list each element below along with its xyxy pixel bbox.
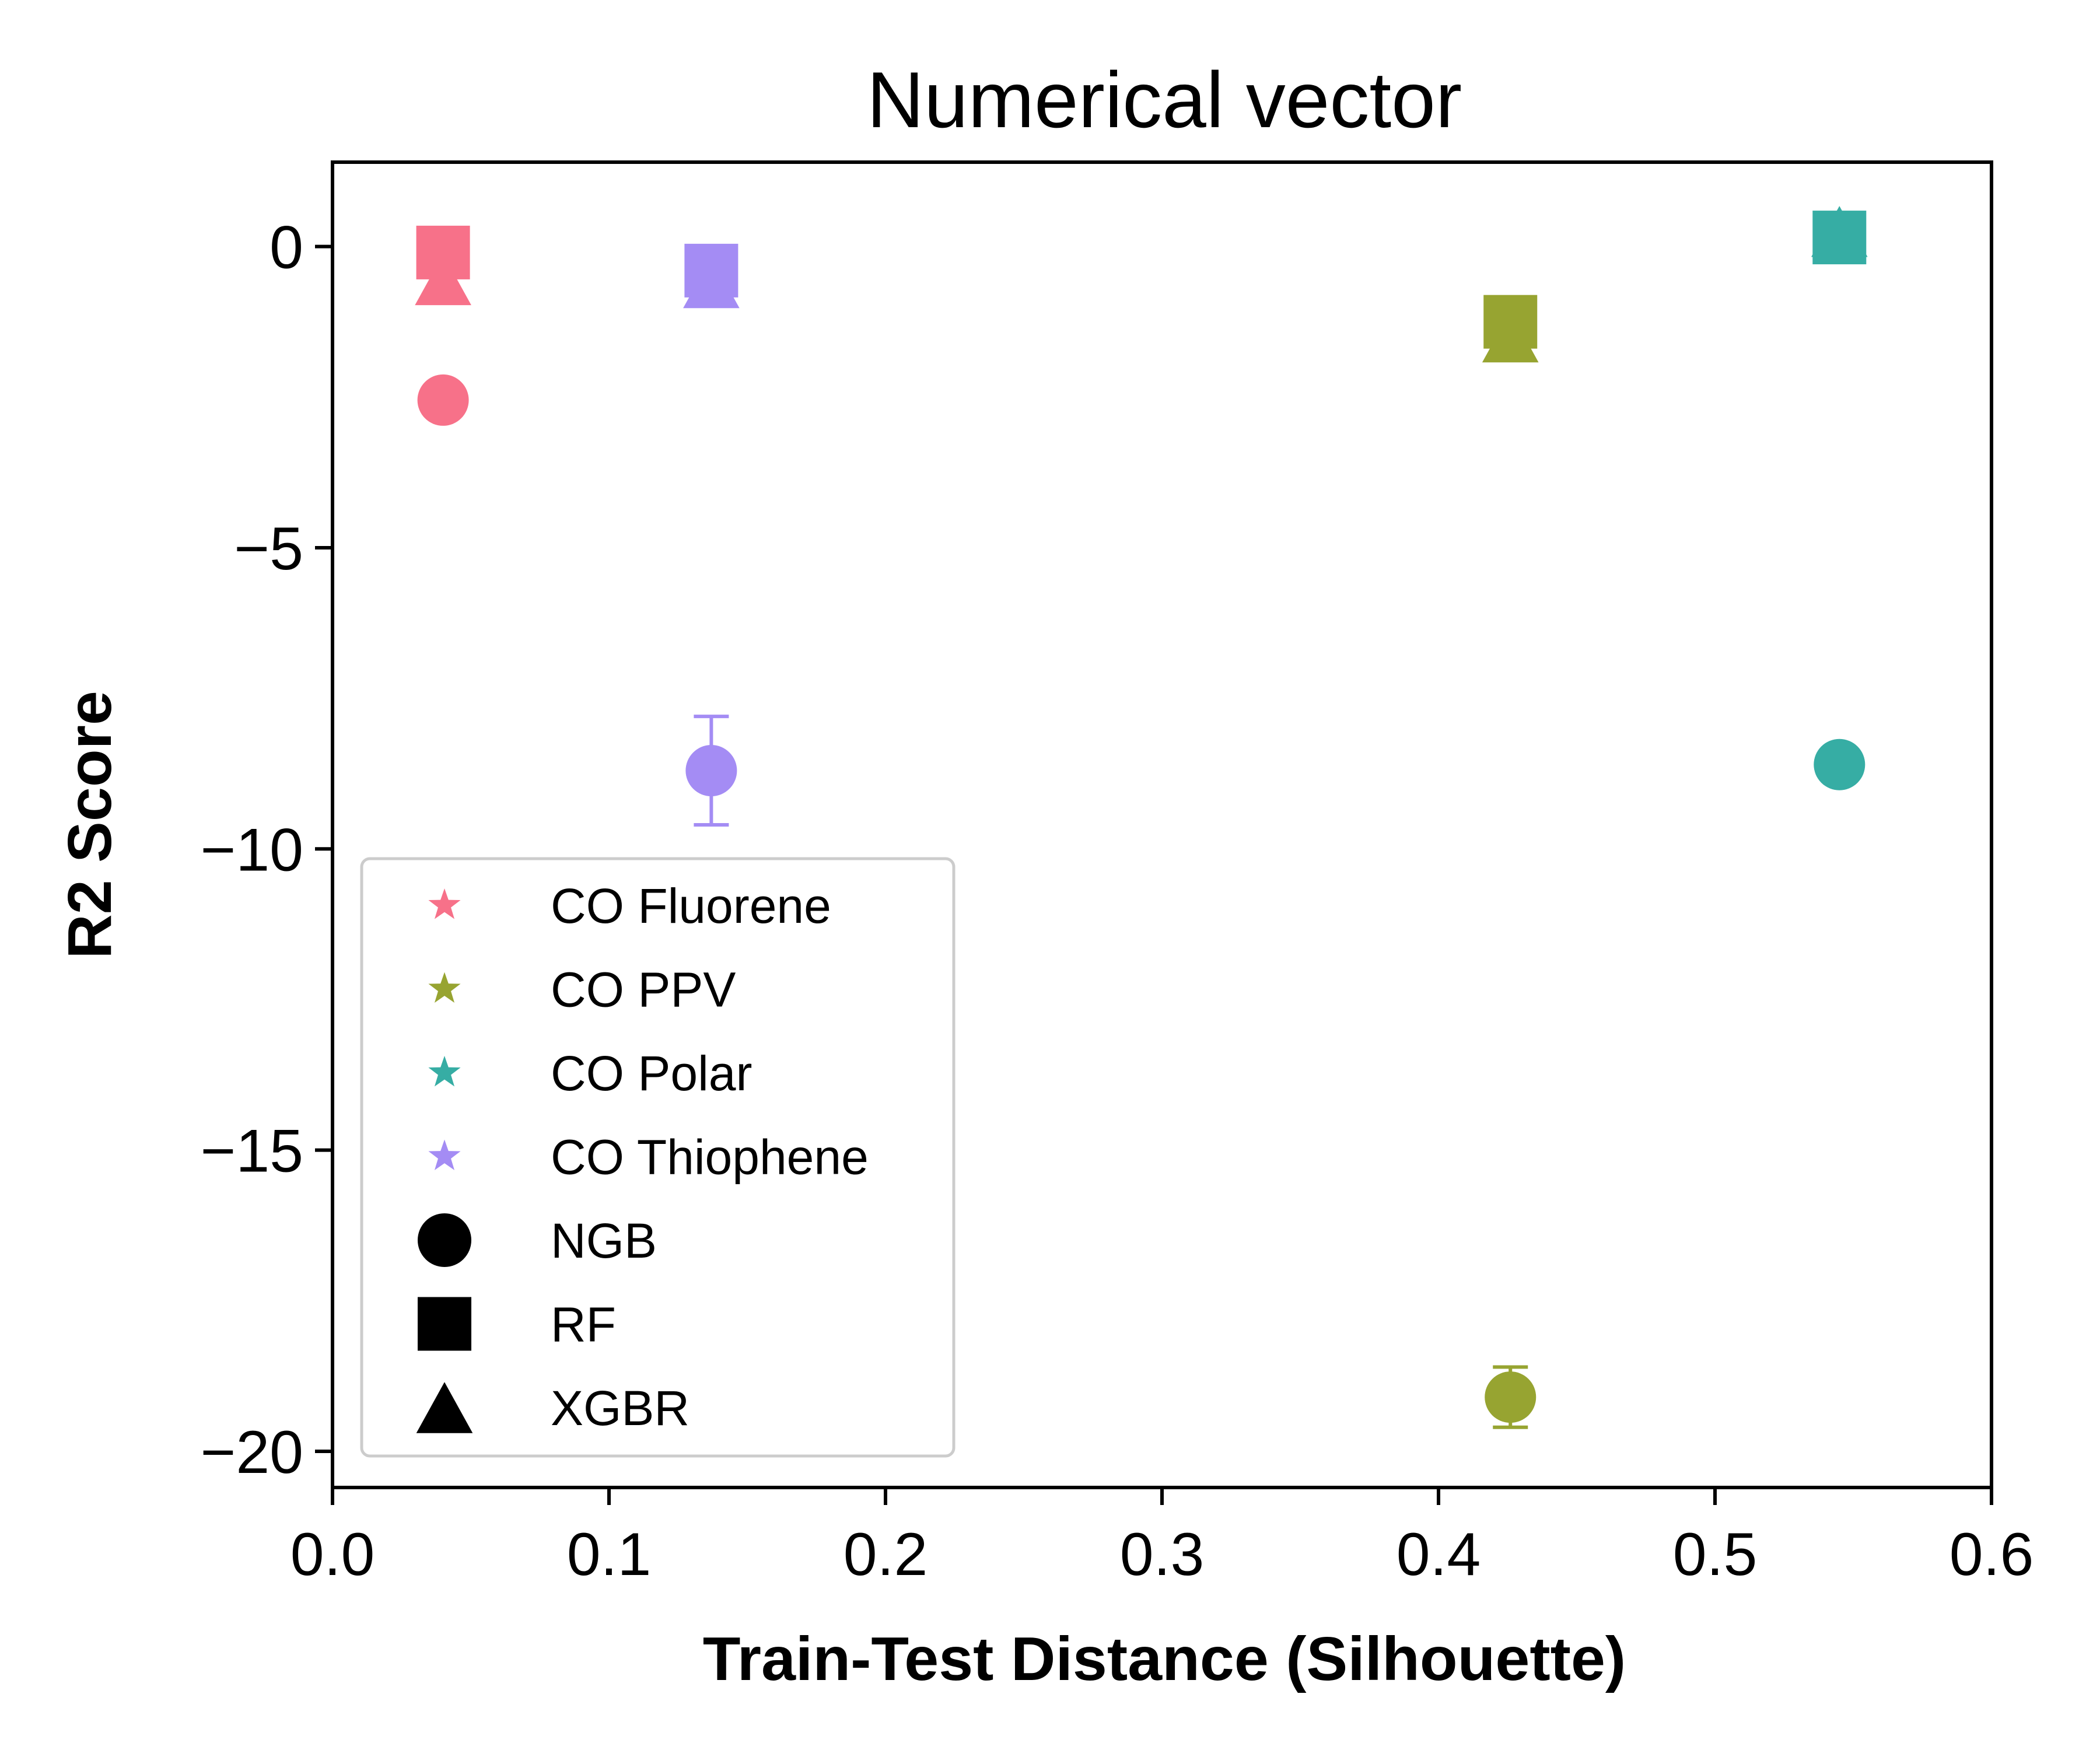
co-thiophene-ngb-point [685, 745, 737, 797]
x-tick-label: 0.2 [844, 1521, 928, 1588]
y-tick-label: −20 [201, 1419, 303, 1486]
chart-title: Numerical vector [867, 55, 1462, 144]
co-polar-ngb-point [1814, 738, 1866, 790]
legend-marker-rf [418, 1297, 471, 1351]
x-axis: 0.0 0.1 0.2 0.3 0.4 0.5 0.6 [290, 1488, 2034, 1588]
legend-marker-co-thiophene [428, 1139, 461, 1170]
x-tick-label: 0.3 [1120, 1521, 1205, 1588]
legend-label-co-thiophene: CO Thiophene [551, 1130, 869, 1185]
co-fluorene-rf-point [416, 225, 470, 279]
co-fluorene-xgbr-point [415, 254, 471, 306]
x-axis-label: Train-Test Distance (Silhouette) [703, 1625, 1626, 1693]
plot-area [415, 206, 1868, 1429]
legend-label-rf: RF [551, 1297, 616, 1352]
co-ppv-rf-point [1483, 295, 1538, 349]
y-tick-label: −10 [201, 816, 303, 884]
x-tick-label: 0.5 [1673, 1521, 1758, 1588]
legend-marker-co-polar [428, 1056, 461, 1087]
x-tick-label: 0.0 [290, 1521, 375, 1588]
co-fluorene-ngb-point [417, 374, 469, 426]
y-axis: 0 −5 −10 −15 −20 [201, 214, 332, 1486]
x-tick-label: 0.1 [567, 1521, 652, 1588]
legend-marker-co-fluorene [428, 888, 461, 919]
x-tick-label: 0.6 [1950, 1521, 2034, 1588]
co-polar-rf-point [1812, 211, 1867, 265]
co-thiophene-rf-point [684, 243, 738, 298]
legend-marker-xgbr [416, 1382, 473, 1433]
legend-label-xgbr: XGBR [551, 1381, 690, 1436]
legend-label-co-ppv: CO PPV [551, 963, 736, 1017]
legend-label-co-polar: CO Polar [551, 1046, 752, 1101]
y-axis-label: R2 Score [55, 691, 124, 959]
x-tick-label: 0.4 [1396, 1521, 1481, 1588]
y-tick-label: −15 [201, 1118, 303, 1185]
legend-label-ngb: NGB [551, 1213, 657, 1268]
co-ppv-ngb-point [1485, 1371, 1536, 1423]
legend-frame [360, 857, 956, 1458]
legend-marker-ngb [418, 1213, 471, 1267]
legend-label-co-fluorene: CO Fluorene [551, 878, 831, 933]
legend-marker-co-ppv [428, 972, 461, 1003]
y-tick-label: 0 [270, 214, 303, 282]
y-tick-label: −5 [234, 515, 303, 583]
legend: CO Fluorene CO PPV CO Polar CO Thiophene NGB… [360, 857, 956, 1458]
